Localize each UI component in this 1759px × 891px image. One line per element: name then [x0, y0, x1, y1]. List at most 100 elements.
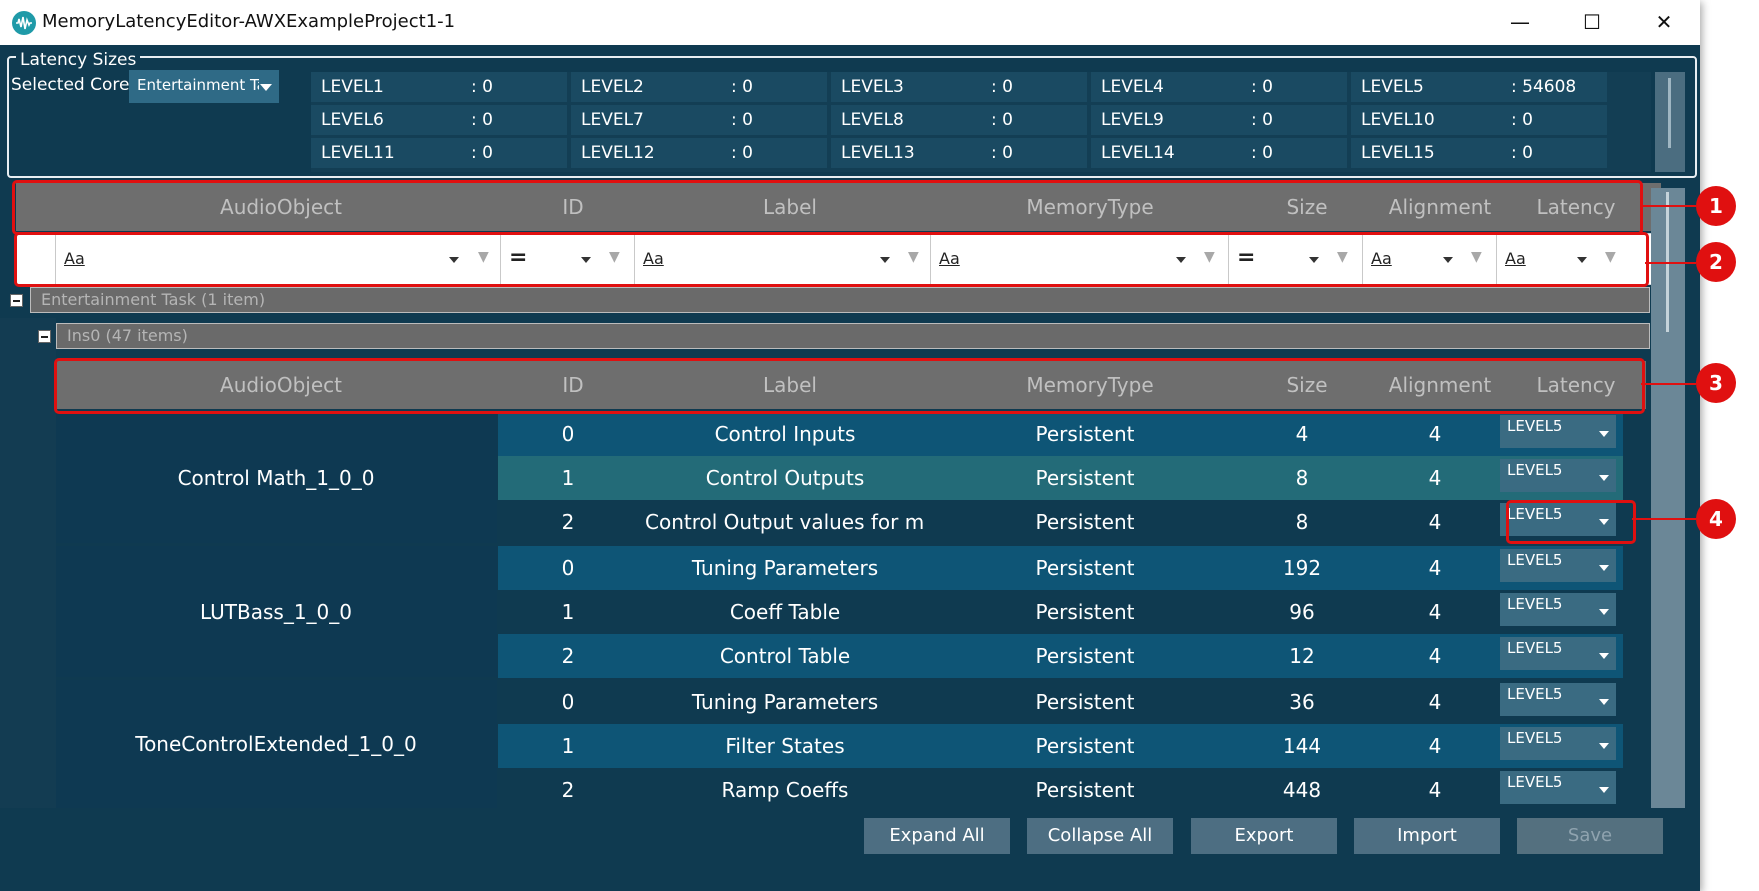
header-alignment[interactable]: Alignment [1388, 195, 1492, 219]
filter-operator[interactable]: Aa [1505, 249, 1526, 268]
chevron-down-icon[interactable] [581, 257, 591, 263]
clear-filter-icon[interactable]: ▼ [908, 249, 919, 265]
latency-dropdown[interactable]: LEVEL5 [1500, 415, 1616, 448]
level-value: : 0 [731, 77, 753, 97]
import-button[interactable]: Import [1354, 818, 1500, 854]
header-size[interactable]: Size [1286, 195, 1328, 219]
level-name: LEVEL7 [581, 110, 644, 130]
level-name: LEVEL13 [841, 143, 915, 163]
export-button[interactable]: Export [1191, 818, 1337, 854]
clear-filter-icon[interactable]: ▼ [609, 249, 620, 265]
table-row[interactable]: 1 Filter States Persistent 144 4 [498, 724, 1623, 768]
filter-operator[interactable]: = [1237, 245, 1256, 270]
selected-core-label: Selected Core: [11, 75, 136, 95]
chevron-down-icon[interactable] [880, 257, 890, 263]
clear-filter-icon[interactable]: ▼ [478, 249, 489, 265]
chevron-down-icon[interactable] [449, 257, 459, 263]
filter-operator[interactable]: Aa [939, 249, 960, 268]
table-row[interactable]: 1 Control Outputs Persistent 8 4 [498, 456, 1623, 500]
filter-operator[interactable]: Aa [643, 249, 664, 268]
header-memorytype[interactable]: MemoryType [1026, 195, 1154, 219]
table-row[interactable]: 2 Control Output values for mete Persisten… [498, 500, 1623, 544]
object-cell[interactable]: ToneControlExtended_1_0_0 [56, 680, 497, 808]
header-size[interactable]: Size [1286, 373, 1328, 397]
filter-memorytype[interactable]: Aa ▼ [930, 234, 1229, 284]
maximize-icon[interactable]: ☐ [1583, 10, 1601, 34]
object-cell[interactable]: Control Math_1_0_0 [56, 412, 497, 543]
header-id[interactable]: ID [562, 373, 584, 397]
filter-size[interactable]: = ▼ [1228, 234, 1363, 284]
level-name: LEVEL9 [1101, 110, 1164, 130]
chevron-down-icon [1599, 519, 1609, 525]
cell-memorytype: Persistent [1035, 422, 1135, 446]
latency-dropdown[interactable]: LEVEL5 [1500, 549, 1616, 582]
scroll-thumb[interactable] [1668, 78, 1671, 148]
table-row[interactable]: 0 Control Inputs Persistent 4 4 [498, 412, 1623, 456]
chevron-down-icon[interactable] [1176, 257, 1186, 263]
latency-dropdown[interactable]: LEVEL5 [1500, 683, 1616, 716]
header-audioobject[interactable]: AudioObject [220, 373, 342, 397]
grid-scrollbar[interactable] [1651, 188, 1685, 808]
table-row[interactable]: 0 Tuning Parameters Persistent 192 4 [498, 546, 1623, 590]
clear-filter-icon[interactable]: ▼ [1471, 249, 1482, 265]
table-row[interactable]: 2 Ramp Coeffs Persistent 448 4 [498, 768, 1623, 808]
chevron-down-icon[interactable] [1309, 257, 1319, 263]
callout-outline-1 [12, 180, 1643, 235]
chevron-down-icon[interactable] [1443, 257, 1453, 263]
level-cell: LEVEL4: 0 [1091, 72, 1347, 102]
latency-sizes-group [7, 56, 1697, 178]
header-label[interactable]: Label [763, 373, 817, 397]
table-row[interactable]: 2 Control Table Persistent 12 4 [498, 634, 1623, 678]
object-cell[interactable]: LUTBass_1_0_0 [56, 546, 497, 677]
chevron-down-icon[interactable] [1577, 257, 1587, 263]
filter-operator[interactable]: Aa [1371, 249, 1392, 268]
latency-dropdown[interactable]: LEVEL5 [1500, 593, 1616, 626]
filter-alignment[interactable]: Aa ▼ [1362, 234, 1497, 284]
clear-filter-icon[interactable]: ▼ [1204, 249, 1215, 265]
group-row-task[interactable]: Entertainment Task (1 item) [30, 287, 1650, 313]
collapse-icon[interactable] [38, 330, 51, 343]
clear-filter-icon[interactable]: ▼ [1605, 249, 1616, 265]
level-cell: LEVEL7: 0 [571, 105, 827, 135]
table-row[interactable]: 0 Tuning Parameters Persistent 36 4 [498, 680, 1623, 724]
group-row-ins[interactable]: Ins0 (47 items) [56, 323, 1650, 349]
collapse-all-button[interactable]: Collapse All [1027, 818, 1173, 854]
levels-scrollbar[interactable] [1655, 72, 1685, 172]
filter-audioobject[interactable]: Aa ▼ [55, 234, 501, 284]
latency-dropdown[interactable]: LEVEL5 [1500, 459, 1616, 492]
collapse-icon[interactable] [10, 294, 23, 307]
cell-label: Ramp Coeffs [721, 778, 849, 802]
callout-line-4 [1632, 518, 1696, 520]
filter-label[interactable]: Aa ▼ [634, 234, 931, 284]
expand-all-button[interactable]: Expand All [864, 818, 1010, 854]
header-label[interactable]: Label [763, 195, 817, 219]
chevron-down-icon [1599, 653, 1609, 659]
close-icon[interactable]: ✕ [1655, 10, 1673, 34]
level-name: LEVEL12 [581, 143, 655, 163]
latency-dropdown[interactable]: LEVEL5 [1500, 503, 1616, 536]
minimize-icon[interactable]: — [1510, 10, 1530, 34]
clear-filter-icon[interactable]: ▼ [1337, 249, 1348, 265]
latency-sizes-legend: Latency Sizes [16, 50, 141, 70]
latency-dropdown[interactable]: LEVEL5 [1500, 771, 1616, 804]
table-row[interactable]: 1 Coeff Table Persistent 96 4 [498, 590, 1623, 634]
cell-id: 2 [561, 510, 575, 534]
latency-dropdown[interactable]: LEVEL5 [1500, 727, 1616, 760]
filter-id[interactable]: = ▼ [500, 234, 635, 284]
save-button[interactable]: Save [1517, 818, 1663, 854]
header-latency[interactable]: Latency [1536, 373, 1616, 397]
filter-operator[interactable]: = [509, 245, 528, 270]
filter-operator[interactable]: Aa [64, 249, 85, 268]
header-id[interactable]: ID [562, 195, 584, 219]
header-latency[interactable]: Latency [1536, 195, 1616, 219]
latency-dropdown[interactable]: LEVEL5 [1500, 637, 1616, 670]
level-value: : 0 [991, 143, 1013, 163]
header-audioobject[interactable]: AudioObject [220, 195, 342, 219]
header-alignment[interactable]: Alignment [1388, 373, 1492, 397]
level-name: LEVEL4 [1101, 77, 1164, 97]
selected-core-dropdown[interactable]: Entertainment Tas [129, 70, 279, 103]
cell-label: Coeff Table [729, 600, 841, 624]
header-memorytype[interactable]: MemoryType [1026, 373, 1154, 397]
filter-latency[interactable]: Aa ▼ [1496, 234, 1631, 284]
cell-label: Tuning Parameters [691, 556, 879, 580]
